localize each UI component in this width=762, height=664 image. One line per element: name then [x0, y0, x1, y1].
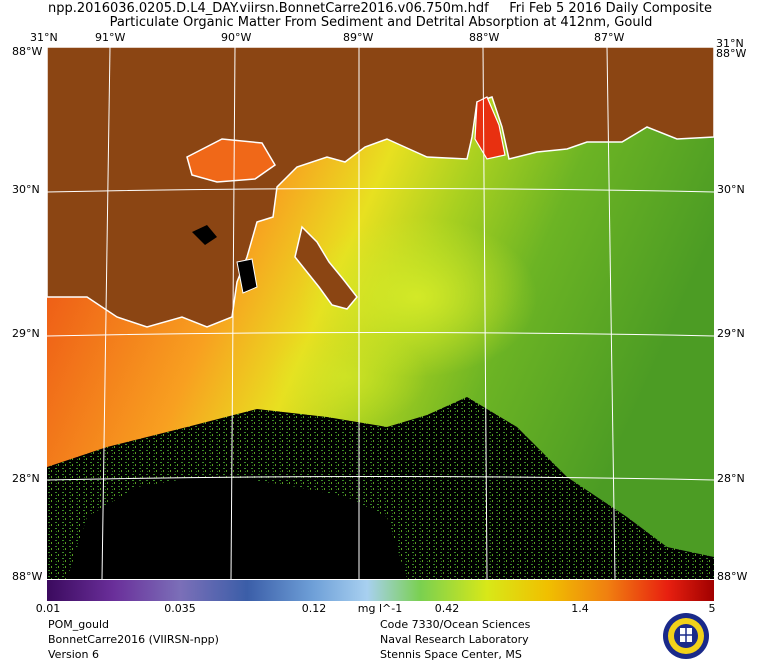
lat-label-29n-right: 29°N [717, 327, 745, 340]
colorbar-tick-5: 5 [708, 602, 716, 615]
lake-pontchartrain [186, 138, 276, 183]
corner-label-top-right: 31°N [716, 37, 744, 50]
product-title: Particulate Organic Matter From Sediment… [109, 15, 653, 30]
footer-code: Code 7330/Ocean Sciences [380, 618, 531, 631]
inland-lake-2 [236, 258, 258, 294]
corner-label-bottom-right: 88°W [717, 570, 748, 583]
colorbar-tick-1: 0.035 [164, 602, 196, 615]
map-canvas [47, 47, 714, 579]
footer-dataset: BonnetCarre2016 (VIIRSN-npp) [48, 633, 219, 646]
footer-version: Version 6 [48, 648, 99, 661]
filename-title: npp.2016036.0205.D.L4_DAY.viirsn.BonnetC… [48, 1, 489, 16]
satellite-map [47, 47, 714, 579]
inland-lake [192, 225, 217, 245]
lon-label-90w: 90°W [221, 31, 252, 44]
lat-label-28n-left: 28°N [12, 472, 40, 485]
lon-label-91w: 91°W [95, 31, 126, 44]
lon-label-89w: 89°W [343, 31, 374, 44]
navy-seal-icon [663, 613, 709, 659]
graticule [47, 47, 714, 579]
corner-label-bottom-left: 88°W [12, 570, 43, 583]
colorbar-gradient [47, 580, 714, 601]
date-title: Fri Feb 5 2016 Daily Composite [509, 1, 712, 16]
sediment-plume-west [267, 327, 427, 427]
corner-label-right-edge: 88°W [716, 47, 747, 60]
lon-label-87w: 87°W [594, 31, 625, 44]
mississippi-delta [294, 225, 358, 310]
footer-product: POM_gould [48, 618, 110, 631]
mobile-bay [474, 96, 506, 160]
footer-lab: Naval Research Laboratory [380, 633, 529, 646]
colorbar-tick-0: 0.01 [35, 602, 61, 615]
footer-location: Stennis Space Center, MS [380, 648, 522, 661]
nodata-core [67, 477, 407, 579]
colorbar [47, 580, 714, 601]
land-mass [47, 47, 714, 328]
colorbar-units: mg l^-1 [357, 602, 403, 615]
lat-label-30n-left: 30°N [12, 183, 40, 196]
lon-label-88w: 88°W [469, 31, 500, 44]
lat-label-28n-right: 28°N [717, 472, 745, 485]
corner-label-top-left: 31°N [30, 31, 58, 44]
lat-label-29n-left: 29°N [12, 327, 40, 340]
lat-label-30n-right: 30°N [717, 183, 745, 196]
colorbar-tick-3: 0.42 [434, 602, 460, 615]
colorbar-tick-4: 1.4 [571, 602, 589, 615]
colorbar-tick-2: 0.12 [301, 602, 327, 615]
corner-label-left-edge: 88°W [12, 45, 43, 58]
